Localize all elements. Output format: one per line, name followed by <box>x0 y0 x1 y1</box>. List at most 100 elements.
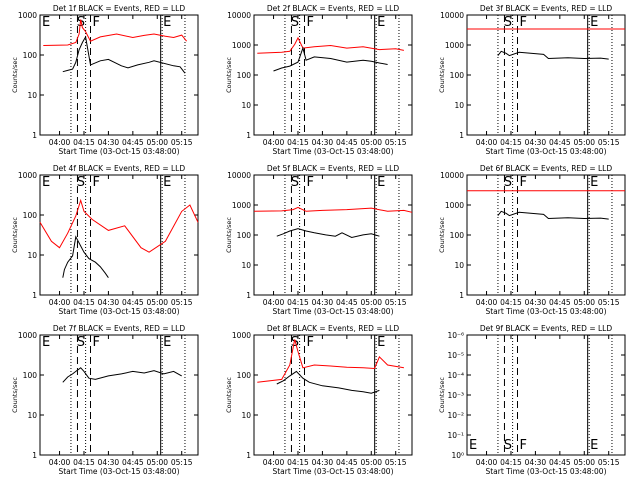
marker-f: F <box>519 438 526 453</box>
marker-f: F <box>519 15 526 30</box>
plot-frame <box>253 14 413 136</box>
y-tick-label: 10⁻⁵ <box>447 351 464 360</box>
y-axis-label: Counts/sec <box>11 57 19 93</box>
panel-title: Det 8f BLACK = Events, RED = LLD <box>267 324 400 333</box>
panel-title: Det 9f BLACK = Events, RED = LLD <box>480 324 613 333</box>
marker-e2: E <box>163 15 171 30</box>
y-tick-label: 100 <box>450 71 465 80</box>
marker-e1: E <box>42 175 50 190</box>
y-tick-label: 1 <box>32 131 37 140</box>
x-tick-label: 05:15 <box>171 458 193 467</box>
y-tick-label: 10⁻¹ <box>447 431 464 440</box>
x-tick-label: 04:30 <box>98 298 120 307</box>
x-tick-label: 05:00 <box>573 138 595 147</box>
x-tick-label: 04:15 <box>73 138 95 147</box>
series-events <box>276 228 380 239</box>
x-tick-label: 04:00 <box>476 138 498 147</box>
x-tick-label: 04:15 <box>73 298 95 307</box>
x-tick-label: 04:15 <box>287 298 309 307</box>
plot-frame <box>39 174 199 296</box>
x-tick-label: 05:00 <box>360 458 382 467</box>
x-tick-label: 04:45 <box>336 458 358 467</box>
panel-7: Det 7f BLACK = Events, RED = LLD 1 10 100 10… <box>11 324 199 476</box>
x-axis-label: Start Time (03-Oct-15 03:48:00) <box>485 307 606 316</box>
marker-f: F <box>519 175 526 190</box>
x-tick-label: 04:30 <box>98 458 120 467</box>
x-tick-label: 04:15 <box>500 138 522 147</box>
y-tick-label: 10000 <box>227 171 251 180</box>
y-tick-label: 1 <box>246 131 251 140</box>
y-tick-label: 10⁰ <box>451 451 464 460</box>
x-tick-label: 04:30 <box>312 138 334 147</box>
y-tick-label: 100 <box>237 231 252 240</box>
panel-2: Det 2f BLACK = Events, RED = LLD 1 10 100 10… <box>225 4 413 156</box>
panel-5: Det 5f BLACK = Events, RED = LLD 1 10 100 10… <box>225 164 413 316</box>
x-tick-label: 04:15 <box>500 298 522 307</box>
plot-frame <box>466 14 626 136</box>
marker-e2: E <box>163 175 171 190</box>
series-lld <box>39 198 199 253</box>
x-tick-label: 04:30 <box>312 458 334 467</box>
plot-frame <box>253 174 413 296</box>
panel-title: Det 3f BLACK = Events, RED = LLD <box>480 4 613 13</box>
y-tick-label: 1 <box>459 131 464 140</box>
x-tick-label: 04:30 <box>98 138 120 147</box>
y-tick-label: 10 <box>241 261 251 270</box>
y-tick-label: 100 <box>23 371 38 380</box>
y-tick-label: 10⁻⁴ <box>447 371 464 380</box>
x-tick-label: 04:30 <box>312 298 334 307</box>
x-axis-label: Start Time (03-Oct-15 03:48:00) <box>272 467 393 476</box>
x-tick-label: 05:15 <box>171 138 193 147</box>
y-tick-label: 1000 <box>232 41 251 50</box>
y-tick-label: 1000 <box>18 11 37 20</box>
series-events <box>62 367 182 383</box>
y-tick-label: 10 <box>27 91 37 100</box>
x-tick-label: 05:15 <box>171 298 193 307</box>
x-tick-label: 04:45 <box>122 138 144 147</box>
marker-f: F <box>306 335 313 350</box>
x-tick-label: 05:15 <box>385 298 407 307</box>
y-tick-label: 100 <box>23 211 38 220</box>
plot-frame <box>466 174 626 296</box>
x-tick-label: 05:00 <box>146 458 168 467</box>
y-axis-label: Counts/sec <box>11 377 19 413</box>
y-tick-label: 1000 <box>232 201 251 210</box>
x-tick-label: 04:45 <box>122 298 144 307</box>
plot-frame <box>39 14 199 136</box>
x-tick-label: 04:00 <box>263 458 285 467</box>
panel-8: Det 8f BLACK = Events, RED = LLD 1 10 100 10… <box>225 324 413 476</box>
y-tick-label: 10000 <box>440 171 464 180</box>
series-events <box>62 235 109 278</box>
marker-s: S <box>77 175 85 190</box>
y-tick-label: 10000 <box>227 11 251 20</box>
series-events <box>273 46 388 72</box>
y-tick-label: 10 <box>454 101 464 110</box>
x-tick-label: 04:30 <box>525 458 547 467</box>
panel-6: Det 6f BLACK = Events, RED = LLD 1 10 100 10… <box>438 164 626 316</box>
x-tick-label: 05:15 <box>598 458 620 467</box>
series-events <box>62 35 186 74</box>
y-axis-label: Counts/sec <box>225 57 233 93</box>
plot-frame <box>466 334 626 456</box>
x-tick-label: 04:45 <box>549 298 571 307</box>
y-tick-label: 10⁻² <box>447 411 464 420</box>
series-events <box>497 210 609 220</box>
x-tick-label: 05:00 <box>146 298 168 307</box>
panel-9: Det 9f BLACK = Events, RED = LLD 10⁰ 10⁻¹ 1… <box>438 324 626 476</box>
marker-s: S <box>504 15 512 30</box>
x-axis-label: Start Time (03-Oct-15 03:48:00) <box>58 147 179 156</box>
y-tick-label: 100 <box>237 371 252 380</box>
x-tick-label: 04:00 <box>263 138 285 147</box>
panel-1: Det 1f BLACK = Events, RED = LLD 1 10 100 10… <box>11 4 199 156</box>
marker-s: S <box>291 335 299 350</box>
marker-f: F <box>92 175 99 190</box>
series-lld <box>43 19 187 46</box>
x-tick-label: 05:00 <box>360 138 382 147</box>
x-tick-label: 04:30 <box>525 298 547 307</box>
series-events <box>497 50 609 60</box>
x-tick-label: 05:00 <box>573 298 595 307</box>
marker-s: S <box>291 175 299 190</box>
marker-f: F <box>92 335 99 350</box>
y-tick-label: 100 <box>23 51 38 60</box>
